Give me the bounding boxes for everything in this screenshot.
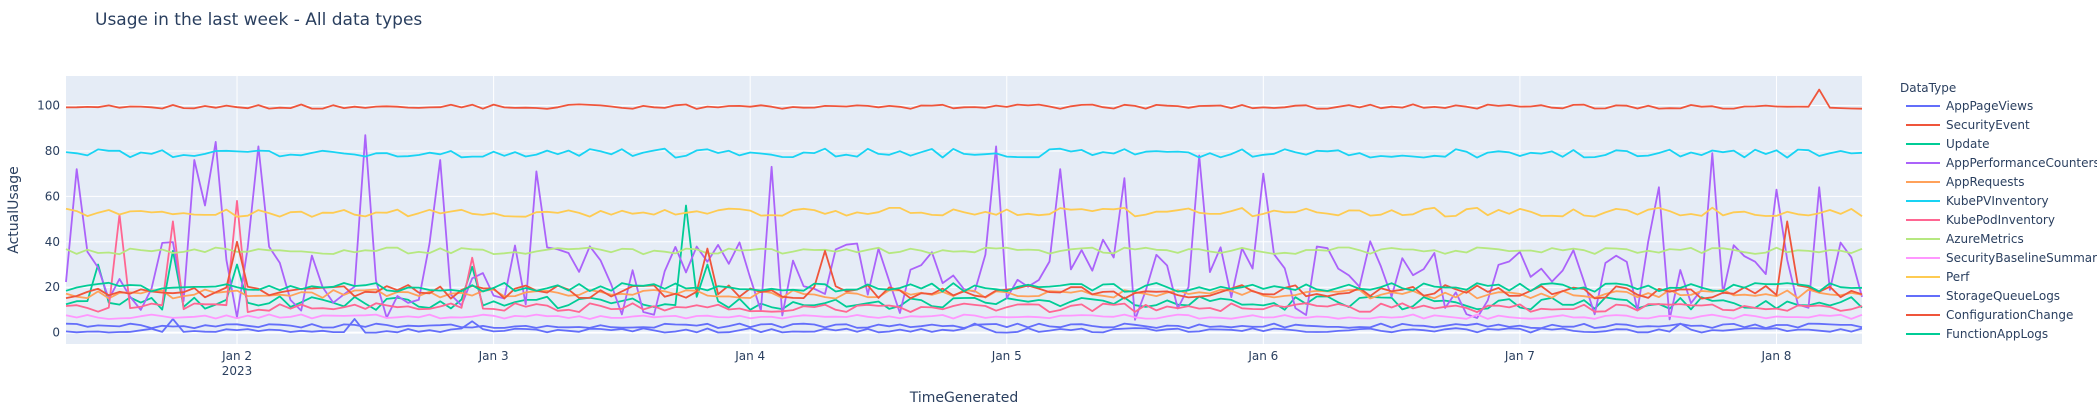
- y-tick-label: 0: [52, 326, 60, 340]
- legend-item-label: AzureMetrics: [1946, 232, 2024, 246]
- x-axis-title: TimeGenerated: [909, 390, 1019, 406]
- legend-item-label: ConfigurationChange: [1946, 308, 2073, 322]
- series-line-securityevent: [65, 88, 1863, 110]
- legend-item-label: AppPageViews: [1946, 99, 2033, 113]
- chart-title: Usage in the last week - All data types: [95, 10, 422, 30]
- series-line-storagequeuelogs: [65, 322, 1863, 330]
- legend-item-label: Perf: [1946, 270, 1970, 284]
- series-lines: [65, 88, 1863, 334]
- x-tick-label: Jan 2: [221, 349, 252, 363]
- legend-items: AppPageViews SecurityEvent Update AppPerfor…: [1906, 99, 2097, 341]
- x-tick-label: Jan 6: [1247, 349, 1278, 363]
- x-tick-label: Jan 5: [991, 349, 1022, 363]
- x-tick-year-label: 2023: [222, 364, 253, 378]
- y-tick-label: 100: [37, 99, 60, 113]
- series-line-functionapplogs: [65, 281, 1863, 293]
- legend-item-label: SecurityBaselineSummary: [1946, 251, 2097, 265]
- series-line-securitybaselinesummary: [65, 313, 1863, 320]
- y-axis-title: ActualUsage: [6, 166, 22, 253]
- y-tick-label: 80: [45, 144, 60, 158]
- x-tick-label: Jan 3: [478, 349, 509, 363]
- y-axis-ticks: 0 20 40 60 80 100: [37, 99, 60, 340]
- x-tick-label: Jan 4: [734, 349, 765, 363]
- legend-item-label: Update: [1946, 137, 1989, 151]
- series-line-kubepvinventory: [65, 147, 1863, 159]
- legend-item-label: KubePVInventory: [1946, 194, 2049, 208]
- series-line-perf: [65, 206, 1863, 218]
- plot-background: [66, 76, 1862, 344]
- series-line-azuremetrics: [65, 246, 1863, 256]
- y-tick-label: 60: [45, 189, 60, 203]
- legend-item-label: StorageQueueLogs: [1946, 289, 2060, 303]
- x-tick-label: Jan 7: [1504, 349, 1535, 363]
- y-tick-label: 20: [45, 280, 60, 294]
- series-line-update: [65, 204, 1863, 311]
- legend-item-label: AppRequests: [1946, 175, 2024, 189]
- y-tick-label: 40: [45, 235, 60, 249]
- legend-item-label: FunctionAppLogs: [1946, 327, 2048, 341]
- legend-item-label: AppPerformanceCounters: [1946, 156, 2097, 170]
- series-line-appperformancecounters: [65, 134, 1863, 321]
- legend-title: DataType: [1900, 81, 1956, 95]
- legend-item-label: SecurityEvent: [1946, 118, 2030, 132]
- legend-item-label: KubePodInventory: [1946, 213, 2055, 227]
- x-tick-label: Jan 8: [1760, 349, 1791, 363]
- series-line-kubepodinventory: [65, 199, 1863, 314]
- legend: DataType AppPageViews SecurityEvent Update…: [1900, 81, 2097, 341]
